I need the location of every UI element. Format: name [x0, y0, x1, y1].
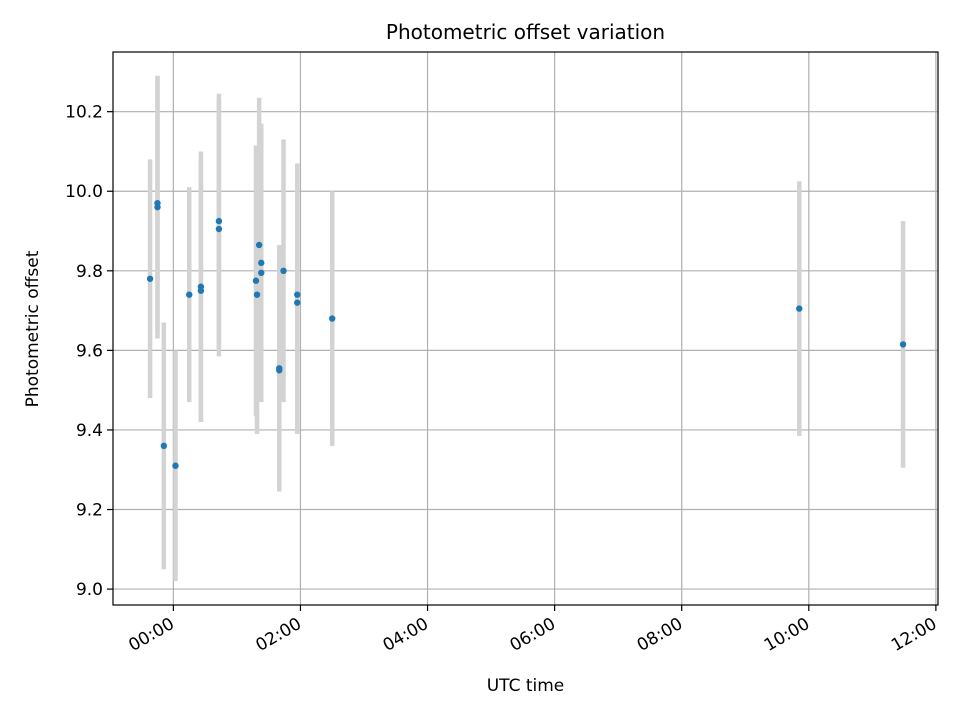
data-point [160, 442, 168, 450]
data-point [280, 267, 287, 275]
y-axis-label: Photometric offset [23, 250, 43, 407]
y-tick-label: 9.6 [76, 341, 103, 361]
y-axis-ticks: 9.0 9.2 9.4 9.6 9.8 10.0 10.2 [65, 103, 113, 600]
plot-background [113, 52, 938, 605]
data-point [186, 291, 193, 298]
y-tick-label: 10.2 [65, 103, 103, 123]
data-point [146, 275, 154, 282]
data-point [796, 305, 803, 312]
data-point [215, 225, 223, 233]
data-point [899, 341, 907, 348]
data-point [215, 217, 223, 225]
data-point [253, 291, 261, 298]
data-point [258, 259, 265, 267]
data-point [276, 367, 283, 374]
data-points [146, 199, 907, 469]
data-point [197, 287, 205, 294]
data-point [154, 203, 161, 211]
data-point [255, 241, 263, 249]
plot-frame [112, 51, 939, 606]
data-point [294, 299, 301, 306]
data-point [329, 315, 336, 322]
chart-title: Photometric offset variation [386, 20, 665, 44]
y-tick-label: 9.8 [76, 262, 103, 282]
x-axis-label: UTC time [487, 676, 565, 696]
data-point [258, 269, 265, 277]
data-point [172, 462, 179, 469]
y-tick-label: 10.0 [65, 182, 103, 202]
y-tick-label: 9.2 [76, 501, 103, 521]
data-point [252, 277, 260, 284]
y-tick-label: 9.0 [76, 580, 103, 600]
y-tick-label: 9.4 [76, 421, 103, 441]
data-point [294, 291, 301, 298]
